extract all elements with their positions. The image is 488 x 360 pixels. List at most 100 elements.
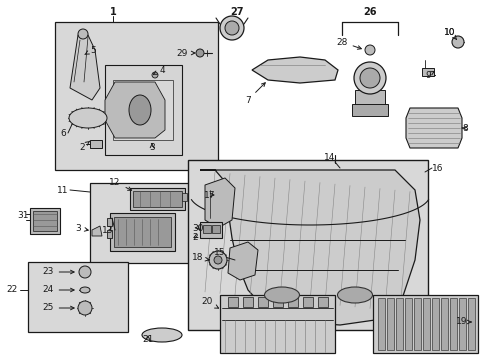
Circle shape [364,45,374,55]
Text: 10: 10 [443,27,455,36]
Bar [133,191,182,207]
Bar [377,298,384,350]
Text: 3: 3 [149,143,155,152]
Bar [212,225,220,233]
Text: 28: 28 [336,37,361,49]
Circle shape [353,62,385,94]
Circle shape [78,29,88,39]
Text: 30: 30 [192,224,203,233]
Bar [395,298,402,350]
Bar [431,298,438,350]
Text: 2: 2 [79,141,90,152]
Bar [458,298,465,350]
Bar [187,160,427,330]
Text: 2: 2 [192,233,198,242]
Bar [272,297,283,307]
Circle shape [451,36,463,48]
Bar [105,65,182,155]
Text: 1: 1 [109,7,116,17]
Text: 8: 8 [461,123,467,132]
Bar [440,298,447,350]
Text: 9: 9 [424,71,433,80]
Circle shape [196,49,203,57]
Polygon shape [405,108,461,148]
Bar [351,104,387,116]
Polygon shape [92,226,102,236]
Text: 18: 18 [192,253,209,262]
Text: 27: 27 [230,7,243,17]
Bar [220,295,334,353]
Bar [110,213,175,251]
Bar [28,262,128,332]
Text: 23: 23 [42,267,74,276]
Text: 3: 3 [75,224,88,233]
Ellipse shape [337,287,372,303]
Ellipse shape [129,95,151,125]
Text: 26: 26 [363,7,376,17]
Text: 5: 5 [85,45,96,54]
Bar [404,298,411,350]
Text: 24: 24 [42,285,74,294]
Ellipse shape [264,287,299,303]
Bar [90,140,102,148]
Bar [372,295,477,353]
Bar [354,90,384,105]
Bar [287,297,297,307]
Circle shape [214,256,222,264]
Polygon shape [148,140,158,150]
Ellipse shape [69,108,107,128]
Bar [203,225,210,233]
Bar [114,217,171,247]
Text: 17: 17 [204,190,215,199]
Polygon shape [200,170,419,325]
Bar [258,297,267,307]
Bar [200,222,222,238]
Bar [227,297,238,307]
Text: 29: 29 [176,49,195,58]
Text: 21: 21 [142,336,153,345]
Polygon shape [70,35,100,100]
Bar [130,188,184,210]
Text: 12: 12 [109,177,131,190]
Bar [107,218,112,226]
Circle shape [79,266,91,278]
Ellipse shape [142,328,182,342]
Polygon shape [227,242,258,280]
Text: 10: 10 [443,27,456,40]
Bar [243,297,252,307]
Text: 14: 14 [324,153,335,162]
Ellipse shape [80,287,90,293]
Text: 13: 13 [102,225,114,234]
Polygon shape [105,82,164,138]
Bar [386,298,393,350]
Bar [195,238,206,246]
Bar [30,208,60,234]
Text: 22: 22 [6,285,18,294]
Polygon shape [251,57,337,83]
Bar [413,298,420,350]
Bar [55,22,218,170]
Bar [33,211,57,231]
Bar [422,298,429,350]
Text: 16: 16 [431,163,443,172]
Circle shape [220,16,244,40]
Text: 19: 19 [455,318,470,327]
Bar [467,298,474,350]
Circle shape [208,251,226,269]
Bar [303,297,312,307]
Bar [317,297,327,307]
Text: 25: 25 [42,303,74,312]
Text: 6: 6 [60,129,66,138]
Text: 7: 7 [244,83,264,104]
Text: 20: 20 [201,297,218,308]
Text: 4: 4 [153,66,164,75]
Polygon shape [204,178,235,228]
Circle shape [152,72,158,78]
Circle shape [78,301,92,315]
Text: 15: 15 [214,248,225,257]
Bar [113,80,173,140]
Text: 11: 11 [57,185,69,194]
Bar [182,193,186,201]
Bar [449,298,456,350]
Bar [107,230,112,238]
